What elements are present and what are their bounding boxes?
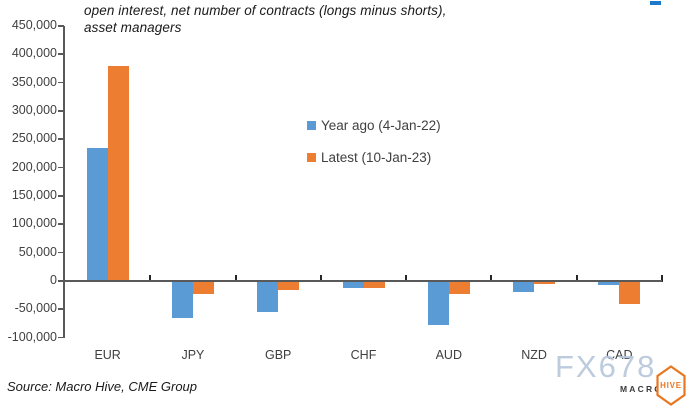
legend-label: Year ago (4-Jan-22) — [321, 118, 441, 133]
x-axis-label-nzd: NZD — [521, 348, 547, 362]
y-axis-line — [63, 26, 65, 338]
chart-title-line2: asset managers — [84, 20, 182, 35]
zero-line — [63, 280, 662, 282]
y-axis-label: 100,000 — [11, 216, 57, 231]
y-axis-tick — [58, 81, 64, 84]
y-axis-label: 300,000 — [11, 103, 57, 117]
y-axis-tick — [58, 110, 64, 112]
y-axis-label: 250,000 — [11, 131, 57, 146]
y-axis-label: -100,000 — [7, 329, 57, 344]
macrohive-logo-hive-text: HIVE — [660, 381, 682, 390]
y-axis-tick — [58, 280, 64, 282]
source-note: Source: Macro Hive, CME Group — [7, 379, 198, 394]
y-axis-tick — [58, 195, 64, 197]
y-axis-tick — [58, 223, 64, 225]
macrohive-logo-macro-text: MACRO — [620, 384, 664, 394]
y-axis-label: 350,000 — [11, 74, 57, 89]
y-axis-label: 450,000 — [11, 18, 57, 32]
y-axis-tick — [58, 138, 64, 140]
legend: Year ago (4-Jan-22) Latest (10-Jan-23) — [307, 118, 441, 165]
x-axis-label-aud: AUD — [435, 348, 462, 362]
bar-aud-latest — [448, 282, 470, 294]
bar-eur-latest — [107, 65, 129, 281]
bar-nzd-latest — [534, 282, 556, 285]
bar-cad-latest — [619, 282, 641, 305]
macrohive-hexagon-icon — [656, 365, 686, 406]
y-axis-tick — [58, 308, 64, 310]
y-axis-label: 400,000 — [11, 46, 57, 61]
fx678-watermark: FX678 — [555, 349, 657, 384]
y-axis-label: -50,000 — [14, 301, 57, 316]
x-axis-label-gbp: GBP — [265, 348, 292, 362]
bar-gbp-year-ago — [257, 282, 279, 313]
y-axis-tick — [58, 53, 64, 55]
legend-item-latest: Latest (10-Jan-23) — [307, 150, 441, 165]
x-axis-label-chf: CHF — [350, 348, 377, 362]
bar-eur-year-ago — [86, 148, 108, 281]
bar-chf-latest — [363, 282, 385, 288]
bar-nzd-year-ago — [513, 282, 535, 293]
bar-jpy-year-ago — [171, 282, 193, 319]
x-axis-label-jpy: JPY — [181, 348, 205, 362]
x-axis-label-cad: CAD — [606, 348, 633, 362]
bar-jpy-latest — [192, 282, 214, 294]
x-axis-tick — [149, 275, 152, 282]
chart-title-line1: open interest, net number of contracts (… — [84, 3, 447, 18]
bar-gbp-latest — [278, 282, 300, 290]
y-axis-label: 50,000 — [18, 244, 57, 259]
x-axis-tick — [234, 275, 237, 282]
top-right-mark — [650, 1, 661, 5]
x-axis-tick — [319, 275, 322, 282]
legend-swatch-icon — [307, 121, 316, 130]
y-axis-tick — [58, 25, 64, 27]
x-axis-tick — [575, 275, 578, 282]
y-axis-label: 150,000 — [11, 188, 57, 202]
x-axis-label-eur: EUR — [94, 348, 121, 362]
y-axis-tick — [58, 251, 64, 254]
x-axis-tick — [661, 275, 663, 282]
y-axis-label: 200,000 — [11, 159, 57, 174]
y-axis-label: 0 — [50, 273, 57, 287]
x-axis-tick — [405, 275, 408, 282]
y-axis-tick — [58, 336, 64, 339]
y-axis-tick — [58, 166, 64, 169]
chart-title: open interest, net number of contracts (… — [84, 2, 446, 36]
legend-label: Latest (10-Jan-23) — [321, 150, 432, 165]
legend-swatch-icon — [307, 153, 316, 162]
bar-aud-year-ago — [427, 282, 449, 325]
bar-chf-year-ago — [342, 282, 364, 289]
bar-cad-year-ago — [598, 282, 620, 285]
legend-item-year-ago: Year ago (4-Jan-22) — [307, 118, 441, 133]
x-axis-tick — [490, 275, 493, 282]
